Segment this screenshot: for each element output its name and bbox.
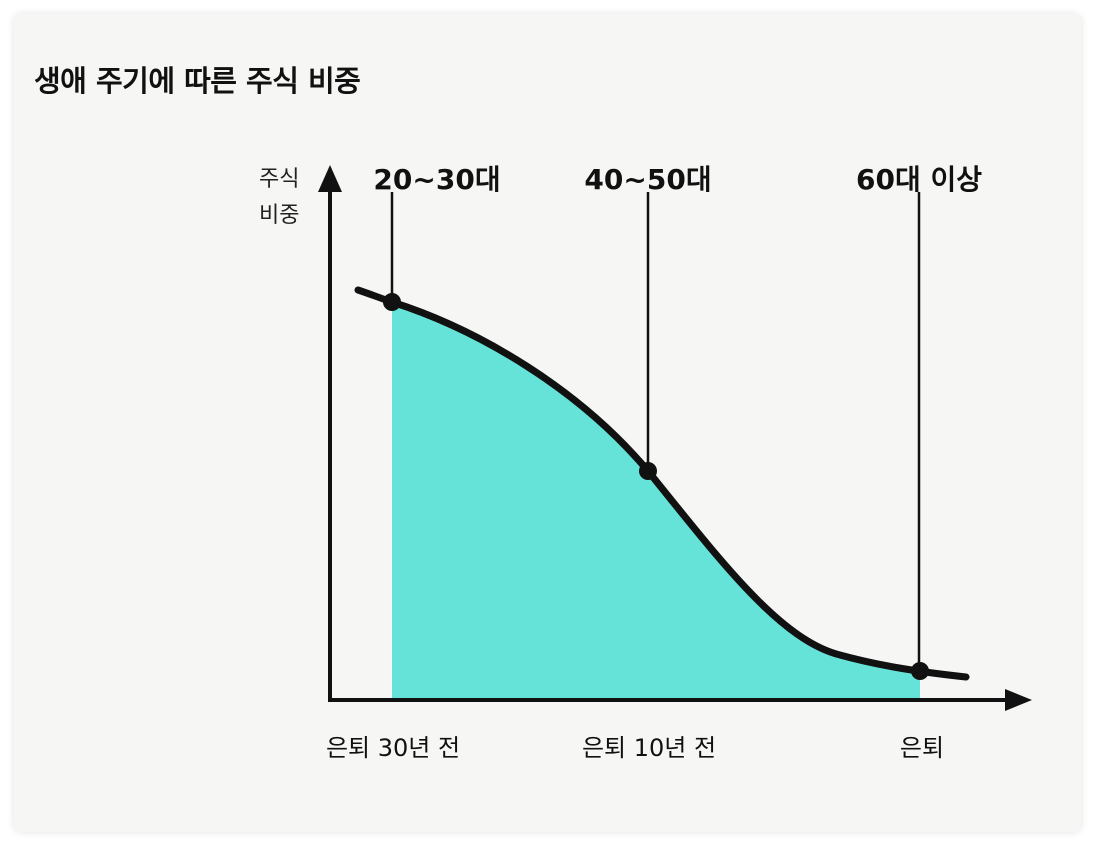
stage-point-20s <box>383 293 401 311</box>
x-tick-retire-30y: 은퇴 30년 전 <box>325 734 461 762</box>
y-axis-label: 주식 비중 <box>259 162 299 234</box>
y-axis-label-line-1: 주식 <box>259 167 300 192</box>
y-axis-label-line-2: 비중 <box>259 203 300 228</box>
stage-label-40s: 40~50대 <box>584 163 712 196</box>
stock-share-area <box>392 302 920 698</box>
stage-point-60s <box>911 662 929 680</box>
stage-label-60s: 60대 이상 <box>856 163 982 196</box>
y-axis-arrow-icon <box>318 165 342 192</box>
x-tick-retire-10y: 은퇴 10년 전 <box>581 734 717 762</box>
stage-point-40s <box>639 462 657 480</box>
stage-label-20s: 20~30대 <box>373 163 501 196</box>
x-axis-arrow-icon <box>1005 689 1032 711</box>
diagram-title: 생애 주기에 따른 주식 비중 <box>34 64 361 98</box>
x-tick-retire: 은퇴 <box>899 734 945 762</box>
